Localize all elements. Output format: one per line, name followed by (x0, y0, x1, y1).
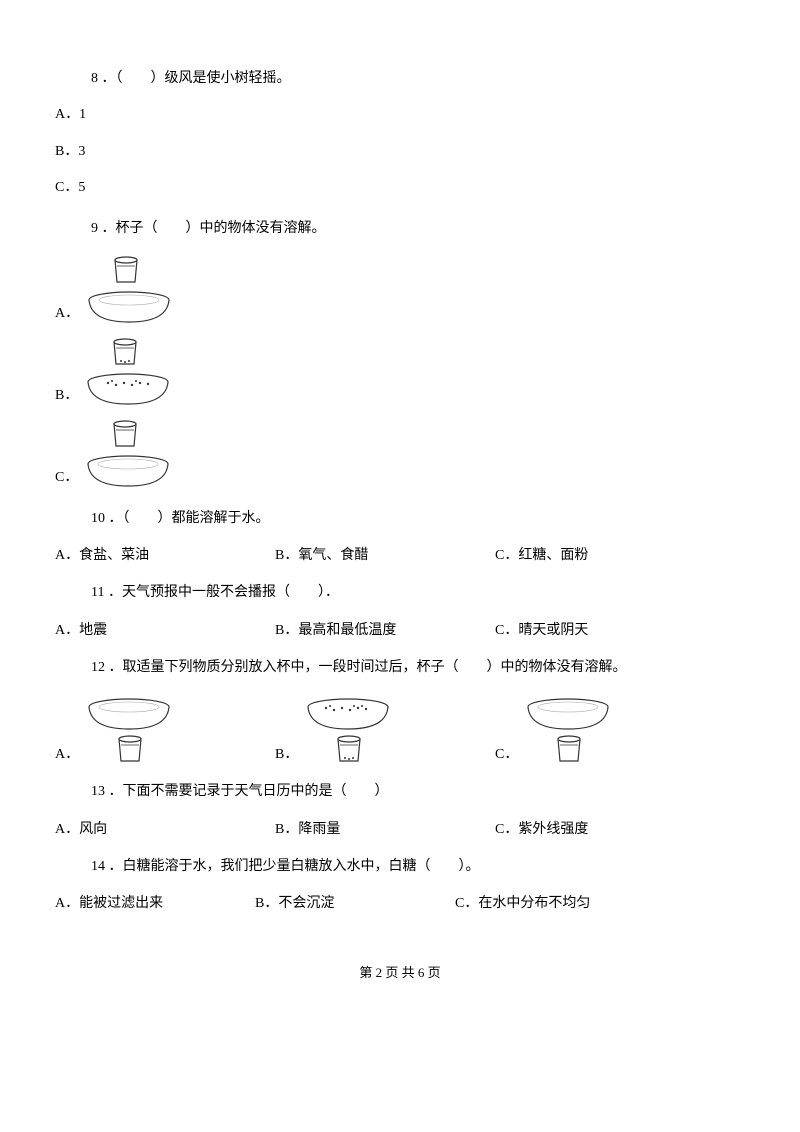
q10-opt-a: A．食盐、菜油 (55, 544, 275, 564)
q13-opt-b: B．降雨量 (275, 818, 495, 838)
q14-opt-a: A．能被过滤出来 (55, 892, 255, 912)
q9-opt-a: A． (55, 254, 745, 326)
q9-opt-c: C． (55, 418, 745, 490)
q9-opt-a-label: A． (55, 302, 79, 326)
q8-opt-b: B．3 (55, 141, 745, 163)
bowl-cup-sediment-icon (304, 697, 392, 763)
q8-opt-a: A．1 (55, 104, 745, 126)
q9-opt-b-label: B． (55, 384, 78, 408)
page-container: 8 ．（ ）级风是使小树轻摇。 A．1 B．3 C．5 9 ．杯子（ ）中的物体… (0, 0, 800, 1011)
q12-opt-c-label: C． (495, 743, 518, 763)
q13-opt-c: C．紫外线强度 (495, 818, 715, 838)
cup-bowl-icon (84, 418, 172, 490)
q13-stem: 13 ．下面不需要记录于天气日历中的是（ ） (91, 781, 745, 803)
q13-opts: A．风向 B．降雨量 C．紫外线强度 (55, 818, 745, 838)
q10-opt-b: B．氧气、食醋 (275, 544, 495, 564)
q11-opts: A．地震 B．最高和最低温度 C．晴天或阴天 (55, 619, 745, 639)
cup-bowl-sediment-icon (84, 336, 172, 408)
q9-opt-b: B． (55, 336, 745, 408)
q8-opt-c: C．5 (55, 177, 745, 199)
q12-opt-c: C． (495, 697, 715, 763)
q14-opt-b: B．不会沉淀 (255, 892, 455, 912)
q9-opt-c-label: C． (55, 466, 78, 490)
q12-opt-b: B． (275, 697, 495, 763)
q8-stem: 8 ．（ ）级风是使小树轻摇。 (91, 68, 745, 90)
q13-opt-a: A．风向 (55, 818, 275, 838)
q10-opt-c: C．红糖、面粉 (495, 544, 715, 564)
cup-bowl-icon (85, 254, 173, 326)
q14-opt-c: C．在水中分布不均匀 (455, 892, 655, 912)
bowl-cup-icon (85, 697, 173, 763)
q11-opt-c: C．晴天或阴天 (495, 619, 715, 639)
q14-stem: 14 ．白糖能溶于水，我们把少量白糖放入水中，白糖（ ）。 (91, 856, 745, 878)
q12-opts: A． B． (55, 697, 745, 763)
q11-opt-a: A．地震 (55, 619, 275, 639)
q12-opt-a-label: A． (55, 743, 79, 763)
bowl-cup-icon (524, 697, 612, 763)
q14-opts: A．能被过滤出来 B．不会沉淀 C．在水中分布不均匀 (55, 892, 745, 912)
q9-stem: 9 ．杯子（ ）中的物体没有溶解。 (91, 218, 745, 240)
q12-opt-b-label: B． (275, 743, 298, 763)
q11-stem: 11 ．天气预报中一般不会播报（ ）． (91, 582, 745, 604)
q10-stem: 10 ．（ ）都能溶解于水。 (91, 508, 745, 530)
page-footer: 第 2 页 共 6 页 (55, 962, 745, 981)
q12-opt-a: A． (55, 697, 275, 763)
q12-stem: 12 ．取适量下列物质分别放入杯中，一段时间过后，杯子（ ）中的物体没有溶解。 (91, 657, 745, 679)
q11-opt-b: B．最高和最低温度 (275, 619, 495, 639)
q10-opts: A．食盐、菜油 B．氧气、食醋 C．红糖、面粉 (55, 544, 745, 564)
